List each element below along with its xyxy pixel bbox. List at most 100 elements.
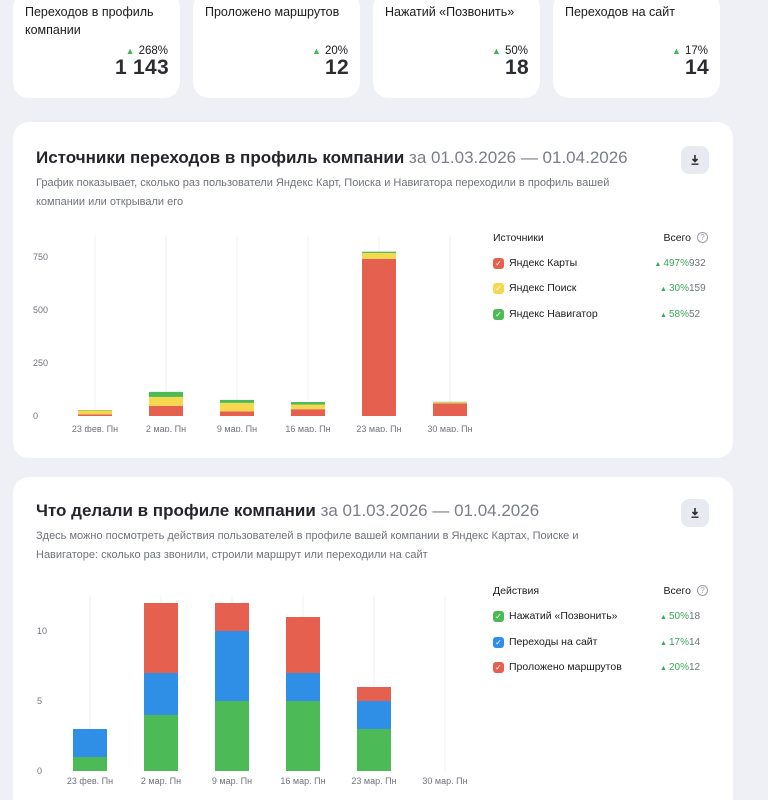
actions-chart: 0 5 10 23 фев. Пн 2 мар. Пн 9 мар. Пн 16 мар. … [37,596,468,786]
card-description: График показывает, сколько раз пользоват… [36,177,610,208]
y-tick-label: 750 [33,252,48,262]
x-tick-label: 23 мар. Пн [351,776,396,786]
sources-chart: 0 250 500 750 23 фев. Пн 2 мар. Пн 9 мар. Пн 16… [33,236,473,432]
sources-card: Источники переходов в профиль компании з… [13,122,733,458]
bar-segment [291,404,325,410]
bar-segment [144,715,178,771]
kpi-card-routes[interactable]: Проложено маршрутов ▲ 20% 12 [193,0,360,98]
bar-segment [220,411,254,416]
y-tick-label: 0 [37,766,42,776]
card-title: Что делали в профиле компании за 01.03.2… [36,501,540,520]
kpi-value: 14 [685,56,709,79]
y-tick-label: 250 [33,358,48,368]
x-tick-label: 2 мар. Пн [146,424,186,432]
kpi-delta: ▲ 50% [492,45,528,57]
bar-segment [286,673,320,701]
checkbox-icon[interactable]: ✓ [493,258,504,269]
bar-segment [291,409,325,416]
kpi-value: 12 [325,56,349,79]
kpi-delta: ▲ 17% [672,45,708,57]
bar-segment [144,673,178,715]
checkbox-icon[interactable]: ✓ [493,309,504,320]
legend-header: Источники Всего ? [493,232,711,246]
legend-item-yandex-navigator[interactable]: ✓ Яндекс Навигатор ▲ 58% 52 [493,308,711,322]
bar-segment [433,403,467,416]
checkbox-icon[interactable]: ✓ [493,611,504,622]
up-arrow-icon: ▲ [660,312,667,319]
bar-segment [286,617,320,673]
info-icon[interactable]: ? [697,232,708,243]
x-tick-label: 30 мар. Пн [427,424,472,432]
y-tick-label: 0 [33,411,38,421]
bar-segment [78,414,112,416]
x-tick-label: 9 мар. Пн [212,776,252,786]
download-button[interactable] [681,499,709,527]
x-tick-label: 23 фев. Пн [67,776,113,786]
kpi-delta: ▲ 20% [312,45,348,57]
bar-segment [215,603,249,631]
bar-segment [220,402,254,412]
card-title: Источники переходов в профиль компании з… [36,148,628,167]
up-arrow-icon: ▲ [672,46,681,56]
bar-segment [73,757,107,771]
bar-segment [362,252,396,259]
bar-segment [362,251,396,253]
period-label: за 01.03.2026 — 01.04.2026 [320,501,540,520]
legend-item-routes[interactable]: ✓ Проложено маршрутов ▲ 20% 12 [493,661,711,675]
x-tick-label: 9 мар. Пн [217,424,257,432]
kpi-delta: ▲ 268% [125,45,168,57]
legend-item-calls[interactable]: ✓ Нажатий «Позвонить» ▲ 50% 18 [493,610,711,624]
kpi-card-profile-visits[interactable]: Переходов в профиль компании ▲ 268% 1 143 [13,0,180,98]
bar-segment [215,701,249,771]
y-tick-label: 10 [37,626,47,636]
up-arrow-icon: ▲ [312,46,321,56]
x-tick-label: 23 мар. Пн [356,424,401,432]
up-arrow-icon: ▲ [660,286,667,293]
download-button[interactable] [681,146,709,174]
up-arrow-icon: ▲ [660,640,667,647]
kpi-card-calls[interactable]: Нажатий «Позвонить» ▲ 50% 18 [373,0,540,98]
up-arrow-icon: ▲ [654,261,662,268]
bar-segment [362,258,396,416]
bar-segment [357,701,391,729]
legend-item-site-visits[interactable]: ✓ Переходы на сайт ▲ 17% 14 [493,636,711,650]
x-tick-label: 2 мар. Пн [141,776,181,786]
bar-segment [433,402,467,404]
legend-item-yandex-search[interactable]: ✓ Яндекс Поиск ▲ 30% 159 [493,282,711,296]
bar-segment [357,729,391,771]
kpi-card-site-visits[interactable]: Переходов на сайт ▲ 17% 14 [553,0,720,98]
period-label: за 01.03.2026 — 01.04.2026 [409,148,628,167]
up-arrow-icon: ▲ [660,614,667,621]
bar-segment [73,729,107,757]
checkbox-icon[interactable]: ✓ [493,637,504,648]
y-tick-label: 5 [37,696,42,706]
bar-segment [215,631,249,701]
card-description: Здесь можно посмотреть действия пользова… [36,530,579,561]
bar-segment [144,603,178,673]
kpi-value: 1 143 [114,56,169,79]
bar-segment [286,701,320,771]
info-icon[interactable]: ? [697,585,708,596]
bar-segment [149,396,183,406]
kpi-value: 18 [505,56,529,79]
checkbox-icon[interactable]: ✓ [493,662,504,673]
up-arrow-icon: ▲ [492,46,501,56]
bar-segment [149,405,183,416]
kpi-label: Переходов в профиль компании [25,5,154,37]
up-arrow-icon: ▲ [125,46,135,56]
up-arrow-icon: ▲ [660,665,667,672]
bar-segment [220,399,254,403]
download-icon [691,508,699,518]
legend-header: Действия Всего ? [493,585,711,599]
legend-item-yandex-maps[interactable]: ✓ Яндекс Карты ▲ 497% 932 [493,257,711,271]
download-icon [691,155,699,165]
y-tick-label: 500 [33,305,48,315]
kpi-label: Переходов на сайт [565,5,675,19]
checkbox-icon[interactable]: ✓ [493,283,504,294]
kpi-label: Проложено маршрутов [205,5,340,19]
actions-card: Что делали в профиле компании за 01.03.2… [13,477,733,800]
bar-segment [78,410,112,415]
x-tick-label: 30 мар. Пн [422,776,467,786]
bar-segment [149,391,183,397]
x-tick-label: 16 мар. Пн [280,776,325,786]
